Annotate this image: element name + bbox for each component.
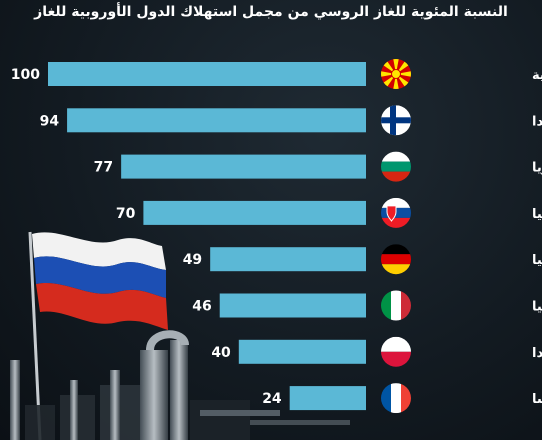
category-label: فرنسا	[532, 392, 542, 407]
russia-flag-icon	[32, 232, 168, 330]
bar	[210, 247, 366, 272]
france-flag-icon	[381, 383, 411, 414]
north-macedonia-flag-icon	[381, 59, 411, 89]
poland-flag-icon	[381, 336, 411, 367]
category-label: بولندا	[532, 346, 542, 361]
industrial-plant-graphic	[10, 330, 350, 440]
bar	[121, 154, 366, 179]
bar	[48, 62, 366, 86]
value-label: 46	[192, 299, 211, 315]
category-label: سلوفاكيا	[532, 207, 542, 222]
germany-flag-icon	[381, 244, 411, 275]
chart-title: النسبة المئوية للغاز الروسي من مجمل استه…	[34, 4, 508, 20]
bar	[238, 339, 366, 364]
category-label: إيطاليا	[532, 300, 542, 315]
bar	[67, 108, 366, 133]
value-label: 100	[11, 67, 40, 83]
italy-flag-icon	[381, 290, 411, 321]
value-label: 49	[183, 252, 202, 268]
value-label: 24	[262, 391, 282, 407]
category-label: فنلندا	[532, 114, 542, 129]
category-label: بلغاريا	[532, 161, 542, 176]
bar	[289, 386, 366, 411]
value-label: 77	[94, 160, 113, 176]
category-label: مقدونيا الشمالية	[532, 68, 542, 83]
slovakia-flag-icon	[381, 197, 411, 228]
category-label: ألمانيا	[532, 251, 542, 268]
value-label: 94	[40, 113, 60, 129]
value-label: 40	[211, 345, 231, 361]
value-label: 70	[116, 206, 136, 222]
bar	[143, 200, 366, 225]
bulgaria-flag-icon	[381, 151, 411, 182]
finland-flag-icon	[381, 105, 411, 136]
bar	[219, 293, 366, 318]
